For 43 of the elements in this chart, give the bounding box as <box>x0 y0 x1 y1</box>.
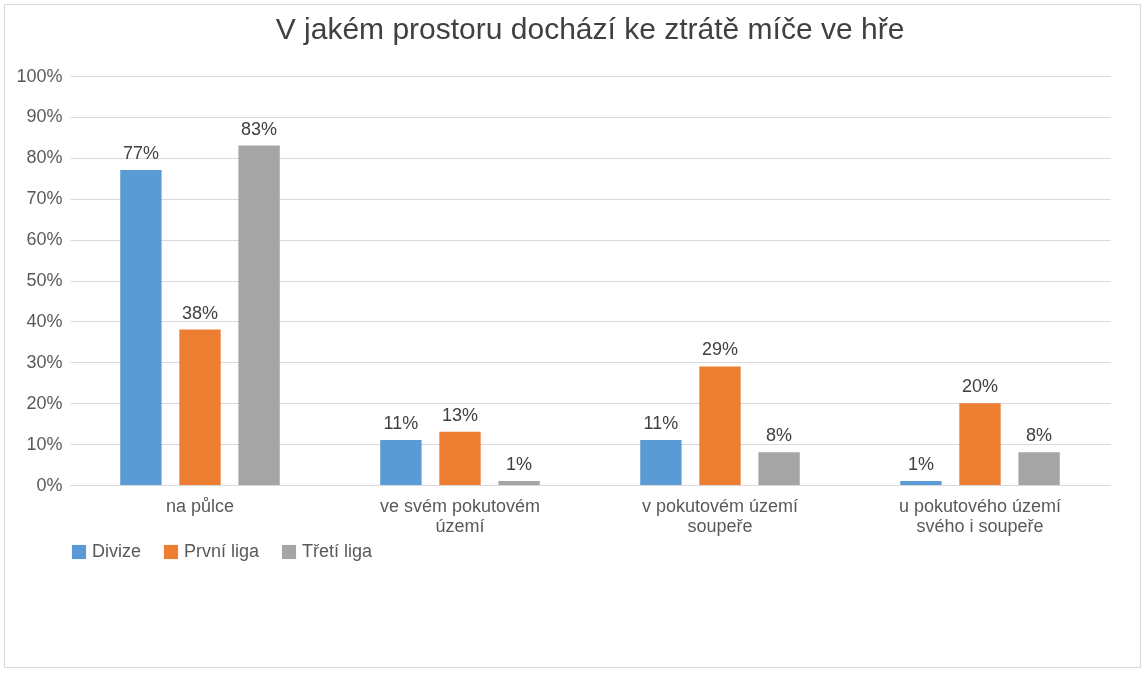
x-tick-label: u pokutového území svého i soupeře <box>898 495 1062 536</box>
x-tick-label: ve svém pokutovém území <box>379 495 541 536</box>
legend-label: Divize <box>92 541 142 561</box>
bar <box>758 452 800 485</box>
data-label: 1% <box>506 453 533 474</box>
x-tick-label: v pokutovém území soupeře <box>641 495 799 536</box>
data-label: 83% <box>241 118 278 139</box>
data-label: 11% <box>383 413 419 434</box>
data-label: 8% <box>766 425 793 446</box>
bar <box>900 480 942 485</box>
y-tick-label: 50% <box>26 270 63 290</box>
bar <box>179 329 221 485</box>
y-tick-label: 0% <box>36 474 63 495</box>
y-tick-label: 90% <box>26 106 63 127</box>
bar <box>439 431 481 485</box>
y-tick-label: 100% <box>16 65 63 86</box>
bar <box>640 440 682 485</box>
y-tick-label: 70% <box>26 188 63 209</box>
chart-title: V jakém prostoru dochází ke ztrátě míče ve hře <box>275 12 905 45</box>
bar <box>120 170 162 485</box>
bar <box>498 480 540 485</box>
bar <box>380 440 422 485</box>
x-tick-label: na půlce <box>165 495 235 516</box>
data-label: 38% <box>181 302 219 323</box>
data-label: 8% <box>1026 425 1053 446</box>
bar <box>238 145 280 485</box>
y-tick-label: 40% <box>26 310 63 331</box>
bar <box>1018 452 1060 485</box>
y-tick-label: 60% <box>26 229 63 250</box>
bar <box>959 403 1001 485</box>
bar <box>699 366 741 485</box>
data-label: 11% <box>643 413 679 434</box>
y-tick-label: 80% <box>26 147 63 168</box>
y-tick-label: 10% <box>26 433 63 454</box>
legend-label: Třetí liga <box>302 541 374 561</box>
data-label: 77% <box>122 143 159 164</box>
data-label: 29% <box>701 339 739 360</box>
data-label: 1% <box>907 453 934 474</box>
legend-label: První liga <box>184 541 261 561</box>
data-label: 13% <box>441 404 479 425</box>
y-tick-label: 20% <box>26 392 63 413</box>
data-label: 20% <box>961 376 999 397</box>
y-tick-label: 30% <box>26 351 63 372</box>
